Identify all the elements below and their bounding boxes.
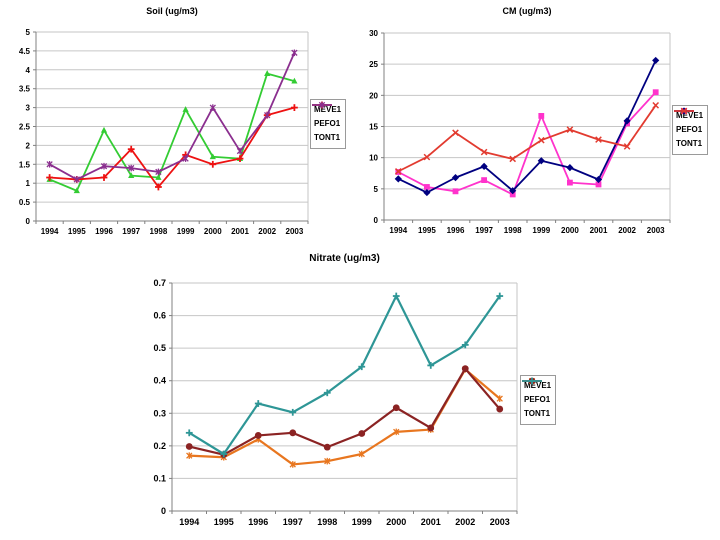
chart-canvas-soil: 0 0.5 1 1.5 2 2.5 3 3.5 4 4.5 5 1994 1995 1996 1997 199…: [19, 28, 309, 236]
legend-label: MEVE1: [676, 111, 704, 120]
x-tick-label: 1997: [475, 226, 493, 235]
y-tick-label: 2.5: [19, 123, 31, 132]
y-tick-label: 30: [369, 29, 378, 38]
x-tick-label: 2003: [490, 517, 510, 527]
x-tick-label: 1994: [389, 226, 407, 235]
y-tick-label: 0.5: [19, 198, 31, 207]
y-tick-label: 0.1: [153, 473, 166, 483]
y-tick-label: 5: [374, 185, 379, 194]
x-tick-label: 1995: [68, 227, 86, 236]
legend-item-tont1: TONT1: [522, 377, 551, 421]
y-tick-label: 4.5: [19, 47, 31, 56]
y-tick-label: 2: [26, 141, 31, 150]
x-tick-label: 1996: [447, 226, 465, 235]
y-tick-label: 0: [161, 506, 166, 516]
x-tick-label: 2001: [231, 227, 249, 236]
legend-item-tont1: TONT1: [312, 101, 341, 145]
chart-cm: CM (ug/m3) 0 5 10 15 20 25 30 1994 1995 1996 1997 1…: [362, 3, 718, 247]
y-tick-label: 25: [369, 60, 378, 69]
chart-title-nitrate: Nitrate (ug/m3): [309, 253, 380, 264]
y-tick-label: 0.6: [153, 311, 166, 321]
y-tick-label: 0.3: [153, 408, 166, 418]
series-meve1: [186, 366, 503, 468]
y-tick-label: 20: [369, 91, 378, 100]
y-tick-label: 10: [369, 154, 378, 163]
legend-label: PEFO1: [524, 395, 551, 404]
x-tick-label: 1999: [177, 227, 195, 236]
y-tick-label: 0.4: [153, 376, 166, 386]
x-tick-label: 2001: [590, 226, 608, 235]
legend-nitrate: MEVE1 PEFO1 TONT1: [520, 375, 557, 425]
x-tick-label: 1998: [504, 226, 522, 235]
y-tick-label: 3: [26, 104, 31, 113]
y-tick-label: 0: [26, 217, 31, 226]
x-tick-label: 2003: [647, 226, 665, 235]
legend-label: MEVE1: [524, 381, 552, 390]
chart-canvas-nitrate: 0 0.1 0.2 0.3 0.4 0.5 0.6 0.7 1994 1995 1996 1997 19…: [153, 278, 518, 527]
y-tick-label: 0: [374, 216, 379, 225]
x-tick-label: 1997: [122, 227, 140, 236]
legend-soil: MEVE1 PEFO1 TONT1: [310, 99, 347, 149]
x-tick-label: 1995: [214, 517, 234, 527]
x-tick-label: 2002: [258, 227, 276, 236]
x-tick-label: 1995: [418, 226, 436, 235]
series-pefo1: [46, 104, 298, 191]
y-tick-label: 5: [26, 28, 31, 37]
series-tont1: [46, 49, 298, 183]
legend-marker-icon: [674, 107, 694, 115]
chart-title-cm: CM (ug/m3): [502, 6, 552, 16]
legend-label: TONT1: [524, 409, 551, 418]
series-pefo1: [185, 365, 504, 459]
legend-item-tont1: TONT1: [674, 107, 703, 151]
x-tick-label: 2002: [618, 226, 636, 235]
x-tick-label: 1998: [317, 517, 337, 527]
x-tick-label: 2003: [286, 227, 304, 236]
x-tick-label: 1997: [283, 517, 303, 527]
legend-item-pefo1: PEFO1: [312, 101, 341, 131]
x-tick-label: 2000: [561, 226, 579, 235]
x-tick-label: 1996: [95, 227, 113, 236]
x-tick-label: 2000: [204, 227, 222, 236]
x-tick-label: 1996: [248, 517, 268, 527]
y-tick-label: 1.5: [19, 160, 31, 169]
legend-item-pefo1: PEFO1: [674, 107, 703, 137]
y-tick-label: 1: [26, 179, 31, 188]
series-meve1: [395, 89, 659, 198]
x-tick-label: 1994: [179, 517, 199, 527]
chart-title-soil: Soil (ug/m3): [146, 6, 198, 16]
legend-label: MEVE1: [314, 105, 342, 114]
y-tick-label: 0.2: [153, 441, 166, 451]
y-tick-label: 4: [26, 66, 31, 75]
x-tick-label: 1998: [150, 227, 168, 236]
x-tick-label: 1999: [352, 517, 372, 527]
x-tick-label: 2002: [455, 517, 475, 527]
y-tick-label: 15: [369, 123, 378, 132]
legend-marker-icon: [522, 377, 542, 385]
y-tick-label: 0.7: [153, 278, 166, 288]
chart-soil: Soil (ug/m3) 0 0.5 1 1.5 2 2.5 3 3.5 4 4.5 5 1994 19…: [6, 3, 360, 247]
x-tick-label: 1994: [41, 227, 59, 236]
chart-nitrate: Nitrate (ug/m3) 0 0.1 0.2 0.3 0.4 0.5 0.6 0.7 19…: [131, 250, 589, 540]
y-tick-label: 3.5: [19, 85, 31, 94]
x-tick-label: 2001: [421, 517, 441, 527]
y-tick-label: 0.5: [153, 343, 166, 353]
legend-label: TONT1: [314, 133, 341, 142]
series-tont1: [394, 101, 660, 175]
legend-label: PEFO1: [676, 125, 703, 134]
legend-cm: MEVE1 PEFO1 TONT1: [672, 105, 709, 155]
legend-marker-icon: [312, 101, 332, 109]
x-tick-label: 1999: [532, 226, 550, 235]
x-tick-label: 2000: [386, 517, 406, 527]
chart-canvas-cm: 0 5 10 15 20 25 30 1994 1995 1996 1997 1998 1999 2000…: [369, 29, 671, 235]
legend-label: TONT1: [676, 139, 703, 148]
series-meve1: [46, 70, 298, 194]
series-tont1: [185, 292, 504, 458]
legend-label: PEFO1: [314, 119, 341, 128]
legend-item-pefo1: PEFO1: [522, 377, 551, 407]
